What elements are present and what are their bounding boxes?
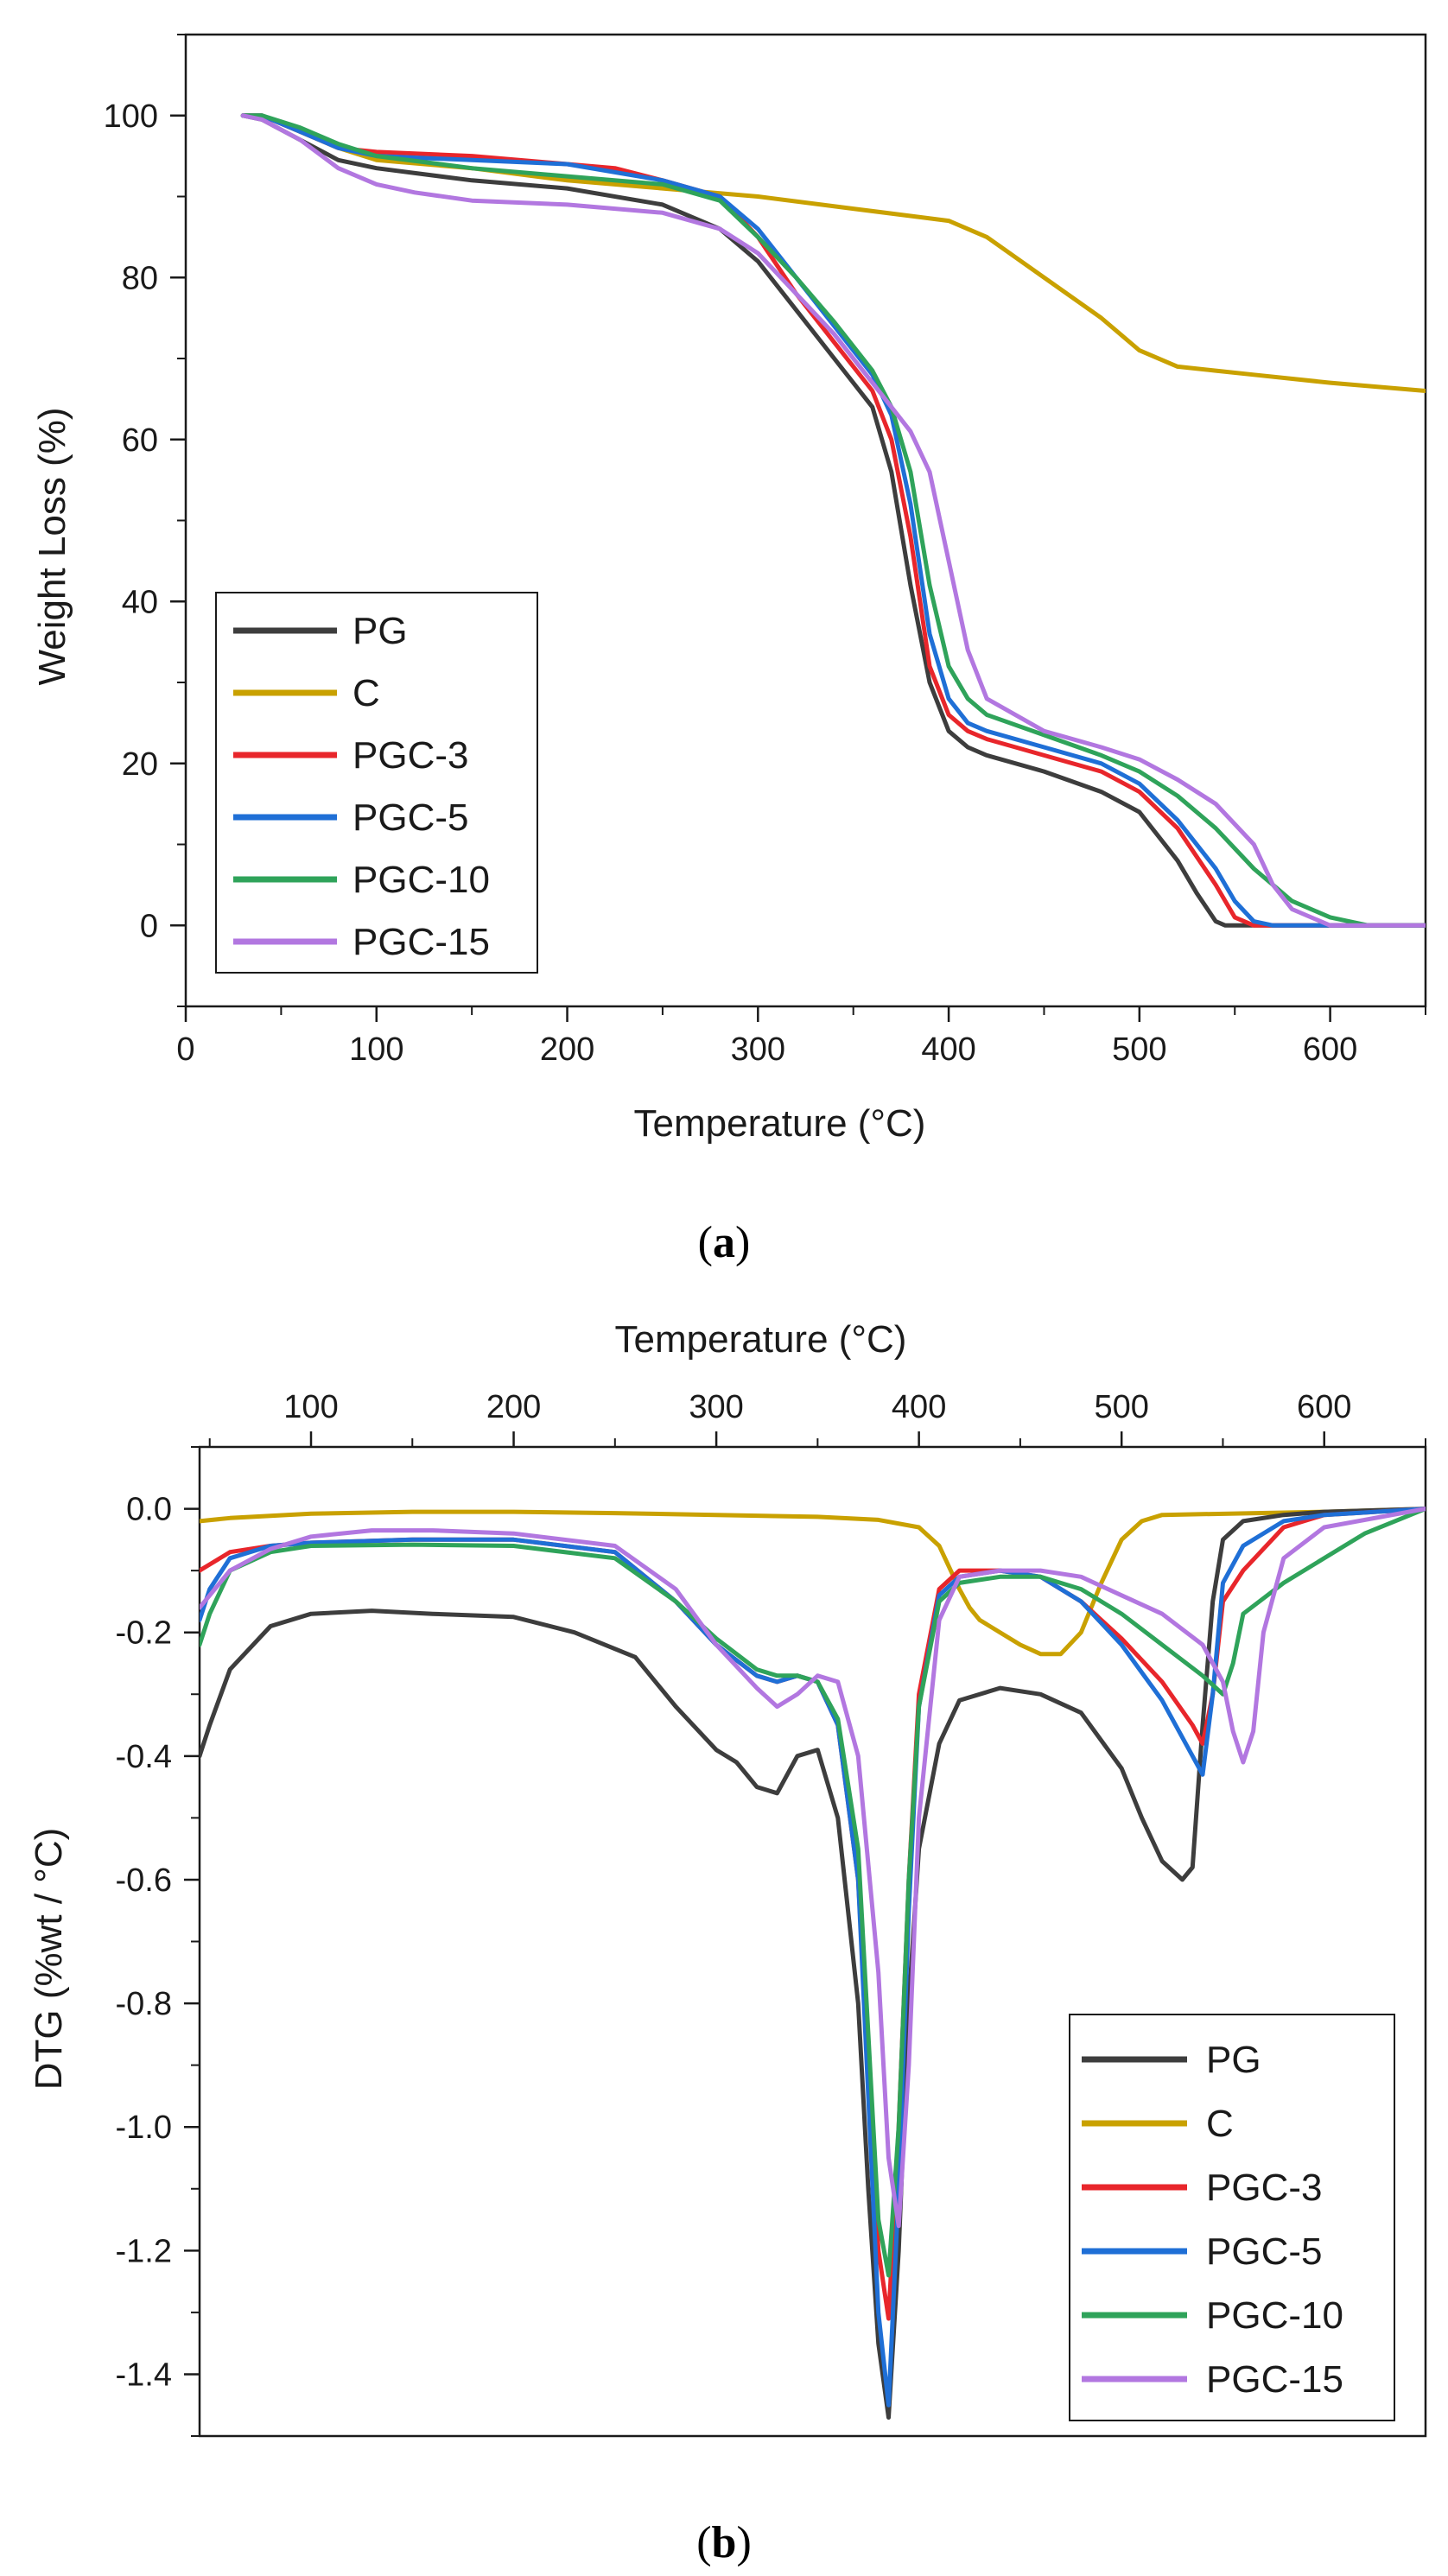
series-lines <box>200 1507 1426 2420</box>
x-tick-label: 0 <box>176 1031 194 1068</box>
y-axis-title: DTG (%wt / °C) <box>28 1828 70 2091</box>
series-line-pg <box>200 1507 1426 2420</box>
legend-label-c: C <box>352 672 380 714</box>
legend-box <box>1069 2014 1395 2421</box>
y-tick-label: -1.0 <box>116 2110 172 2146</box>
legend: PG C PGC-3 PGC-5 PGC-10 PGC-15 <box>1069 2014 1395 2421</box>
y-tick-label: -0.2 <box>116 1615 172 1652</box>
y-tick-label: 60 <box>122 422 158 459</box>
x-tick-label: 100 <box>283 1389 338 1425</box>
x-axis-title: Temperature (°C) <box>634 1102 926 1145</box>
panel-label-b: (b) <box>696 2518 752 2567</box>
x-tick-label: 600 <box>1297 1389 1351 1425</box>
x-tick-label: 500 <box>1112 1031 1166 1068</box>
x-tick-label: 500 <box>1094 1389 1148 1425</box>
x-tick-label: 300 <box>731 1031 785 1068</box>
y-tick-label: 0 <box>140 908 158 944</box>
series-line-pgc-10 <box>200 1507 1426 2278</box>
legend-label-pgc-15: PGC-15 <box>1206 2358 1343 2401</box>
legend-label-pgc-15: PGC-15 <box>352 921 490 963</box>
y-tick-label: 100 <box>104 98 158 135</box>
legend-label-pgc-3: PGC-3 <box>1206 2167 1322 2209</box>
panel-letter: b <box>712 2518 737 2567</box>
series-line-pgc-3 <box>240 113 1426 928</box>
legend-label-pgc-5: PGC-5 <box>352 796 468 839</box>
x-tick-label: 400 <box>921 1031 975 1068</box>
series-line-c <box>200 1507 1426 1657</box>
y-tick-label: -1.4 <box>116 2357 172 2393</box>
x-tick-label: 400 <box>892 1389 946 1425</box>
y-axis-title: Weight Loss (%) <box>31 408 73 686</box>
y-tick-label: -0.6 <box>116 1862 172 1899</box>
y-tick-label: 0.0 <box>126 1492 172 1528</box>
legend-box <box>215 592 538 974</box>
y-tick-label: 80 <box>122 260 158 296</box>
series-line-pgc-5 <box>200 1507 1426 2408</box>
legend-label-pgc-10: PGC-10 <box>1206 2294 1343 2337</box>
series-lines <box>240 113 1426 928</box>
legend-label-c: C <box>1206 2103 1234 2145</box>
series-line-pgc-15 <box>200 1507 1426 2229</box>
series-line-pgc-15 <box>240 113 1426 928</box>
legend-label-pgc-3: PGC-3 <box>352 734 468 777</box>
legend-label-pg: PG <box>1206 2039 1261 2081</box>
y-tick-label: 20 <box>122 746 158 783</box>
x-tick-label: 300 <box>689 1389 743 1425</box>
panel-label-a: (a) <box>698 1218 751 1267</box>
x-tick-label: 100 <box>349 1031 403 1068</box>
x-tick-label: 200 <box>540 1031 594 1068</box>
series-line-pg <box>240 113 1426 928</box>
y-tick-label: -1.2 <box>116 2233 172 2269</box>
legend-label-pg: PG <box>352 610 408 652</box>
x-tick-label: 600 <box>1303 1031 1357 1068</box>
series-line-pgc-5 <box>240 113 1426 928</box>
legend-label-pgc-5: PGC-5 <box>1206 2230 1322 2273</box>
chart-a: 0 100 200 300 400 500 600 0 20 40 60 80 100 Temperatu… <box>31 33 1427 1145</box>
y-tick-label: -0.4 <box>116 1739 172 1775</box>
x-axis-title: Temperature (°C) <box>615 1318 907 1361</box>
y-tick-label: 40 <box>122 584 158 620</box>
y-tick-label: -0.8 <box>116 1986 172 2022</box>
x-tick-label: 200 <box>486 1389 541 1425</box>
chart-b: 100 200 300 400 500 600 0.0 -0.2 -0.4 -0.6 -0.8 -1.… <box>28 1318 1427 2438</box>
panel-letter: a <box>713 1218 735 1267</box>
legend-label-pgc-10: PGC-10 <box>352 859 490 901</box>
series-line-pgc-10 <box>240 113 1426 928</box>
legend: PG C PGC-3 PGC-5 PGC-10 PGC-15 <box>215 592 538 974</box>
